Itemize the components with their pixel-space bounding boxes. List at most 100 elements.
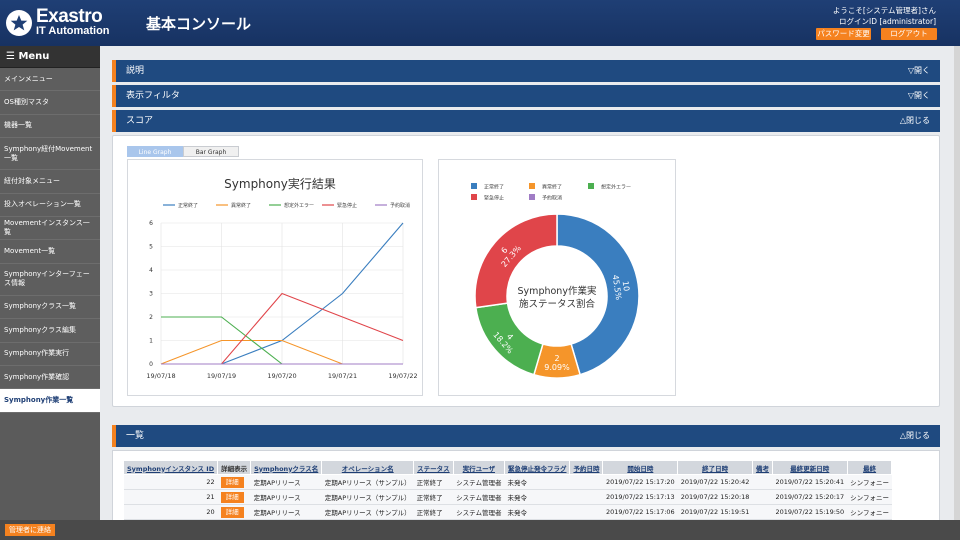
donut-slice-label-1: 29.09% bbox=[544, 354, 570, 372]
col-reserved-at[interactable]: 予約日時 bbox=[569, 460, 604, 475]
logout-button[interactable]: ログアウト bbox=[881, 28, 937, 40]
cell-detail: 詳細 bbox=[217, 474, 251, 490]
cell-note bbox=[752, 489, 773, 505]
col-last[interactable]: 最終 bbox=[846, 460, 893, 475]
col-note[interactable]: 備考 bbox=[751, 460, 773, 475]
sidebar-item-symphony-execute[interactable]: Symphony作業実行 bbox=[0, 342, 100, 366]
donut-center-title-line1: Symphony作業実 bbox=[518, 285, 597, 297]
slice-value: 10 bbox=[621, 280, 631, 291]
tab-bar-graph[interactable]: Bar Graph bbox=[183, 146, 239, 157]
section-score-toggle[interactable]: △閉じる bbox=[899, 116, 930, 125]
pie-legend-swatch-1 bbox=[529, 183, 535, 189]
cell-operation-name: 定期APリリース（サンプル） bbox=[321, 504, 414, 520]
sidebar-item-main-menu[interactable]: メインメニュー bbox=[0, 68, 100, 92]
tab-line-graph[interactable]: Line Graph bbox=[127, 146, 183, 157]
section-score-bar[interactable]: スコア △閉じる bbox=[112, 110, 940, 132]
sidebar-item-movements[interactable]: Movement一覧 bbox=[0, 240, 100, 264]
contact-admin-button[interactable]: 管理者に連絡 bbox=[5, 524, 55, 536]
table-row: 20 詳細 定期APリリース 定期APリリース（サンプル） 正常終了 システム管理者 未発令… bbox=[123, 504, 892, 520]
cell-instance-id: 21 bbox=[123, 489, 218, 505]
col-start-at[interactable]: 開始日時 bbox=[602, 460, 679, 475]
cell-reserved-at bbox=[569, 504, 603, 520]
sidebar-item-symphony-class-edit[interactable]: Symphonyクラス編集 bbox=[0, 319, 100, 343]
cell-status: 正常終了 bbox=[413, 474, 454, 490]
x-tick-label: 19/07/20 bbox=[267, 372, 296, 380]
detail-button[interactable]: 詳細 bbox=[220, 506, 244, 518]
col-detail: 詳細表示 bbox=[217, 460, 252, 475]
page-scrollbar[interactable] bbox=[954, 46, 960, 520]
cell-status: 正常終了 bbox=[413, 504, 454, 520]
pie-legend-swatch-4 bbox=[529, 194, 535, 200]
x-tick-label: 19/07/19 bbox=[207, 372, 236, 380]
sidebar-item-symphony-interface[interactable]: Symphonyインターフェース情報 bbox=[0, 263, 100, 296]
pie-legend-label-3: 緊急停止 bbox=[484, 195, 504, 202]
section-list-toggle[interactable]: △閉じる bbox=[899, 431, 930, 440]
section-description-bar[interactable]: 説明 ▽開く bbox=[112, 60, 940, 82]
pie-legend-label-1: 異常終了 bbox=[542, 184, 562, 191]
table-row: 21 詳細 定期APリリース 定期APリリース（サンプル） 正常終了 システム管理者 未発令… bbox=[123, 489, 892, 505]
pie-legend-label-2: 想定外エラー bbox=[601, 184, 631, 191]
cell-emergency-flag: 未発令 bbox=[504, 474, 570, 490]
col-status[interactable]: ステータス bbox=[413, 460, 454, 475]
y-tick-label: 6 bbox=[149, 220, 153, 227]
sidebar-item-symphony-list[interactable]: Symphony作業一覧 bbox=[0, 389, 100, 413]
y-tick-label: 5 bbox=[149, 244, 153, 251]
graph-tabs: Line Graph Bar Graph bbox=[127, 146, 239, 157]
table-row: 22 詳細 定期APリリース 定期APリリース（サンプル） 正常終了 システム管理者 未発令… bbox=[123, 474, 892, 490]
table-header-row: Symphonyインスタンス ID 詳細表示 Symphonyクラス名 オペレー… bbox=[122, 460, 893, 475]
donut-center-title-line2: 施ステータス割合 bbox=[519, 298, 596, 310]
col-updated-at[interactable]: 最終更新日時 bbox=[771, 460, 848, 475]
cell-class-name: 定期APリリース bbox=[250, 474, 322, 490]
menu-title[interactable]: ☰ Menu bbox=[0, 46, 100, 68]
section-description-toggle[interactable]: ▽開く bbox=[907, 66, 930, 75]
cell-detail: 詳細 bbox=[217, 489, 251, 505]
section-list-title: 一覧 bbox=[126, 431, 145, 441]
col-end-at[interactable]: 終了日時 bbox=[677, 460, 753, 475]
col-user[interactable]: 実行ユーザ bbox=[452, 460, 505, 475]
donut-slice-3 bbox=[474, 213, 558, 309]
legend-label-1: 異常終了 bbox=[231, 202, 251, 209]
slice-value: 6 bbox=[499, 246, 509, 256]
cell-updated-at: 2019/07/22 15:20:17 bbox=[772, 489, 848, 505]
col-instance-id[interactable]: Symphonyインスタンス ID bbox=[122, 460, 219, 475]
cell-last: シンフォニー bbox=[847, 504, 892, 520]
sidebar-item-devices[interactable]: 機器一覧 bbox=[0, 114, 100, 139]
sidebar-item-operations[interactable]: 投入オペレーション一覧 bbox=[0, 193, 100, 217]
x-tick-label: 19/07/22 bbox=[388, 372, 417, 380]
exastro-logo[interactable]: Exastro IT Automation bbox=[6, 6, 131, 40]
slice-value: 2 bbox=[554, 354, 559, 363]
cell-start-at: 2019/07/22 15:17:13 bbox=[602, 489, 678, 505]
cell-updated-at: 2019/07/22 15:20:41 bbox=[772, 474, 848, 490]
console-title: 基本コンソール bbox=[146, 15, 252, 33]
detail-button[interactable]: 詳細 bbox=[220, 491, 244, 503]
logo-subtitle: IT Automation bbox=[36, 25, 110, 37]
section-filter-bar[interactable]: 表示フィルタ ▽開く bbox=[112, 85, 940, 107]
sidebar-item-symphony-movement[interactable]: Symphony紐付Movement一覧 bbox=[0, 138, 100, 171]
list-section: 一覧 △閉じる bbox=[112, 425, 940, 450]
cell-user: システム管理者 bbox=[453, 489, 505, 505]
cell-reserved-at bbox=[569, 474, 603, 490]
section-filter-toggle[interactable]: ▽開く bbox=[907, 91, 930, 100]
sidebar-item-linked-menu[interactable]: 紐付対象メニュー bbox=[0, 170, 100, 194]
col-emergency-flag[interactable]: 緊急停止発令フラグ bbox=[503, 460, 571, 475]
cell-detail: 詳細 bbox=[217, 504, 251, 520]
col-operation-name[interactable]: オペレーション名 bbox=[321, 460, 415, 475]
sidebar-item-movement-instances[interactable]: Movementインスタンス一覧 bbox=[0, 216, 100, 241]
cell-emergency-flag: 未発令 bbox=[504, 489, 570, 505]
detail-button[interactable]: 詳細 bbox=[220, 476, 244, 488]
sidebar-item-os-type[interactable]: OS種別マスタ bbox=[0, 91, 100, 115]
section-list-bar[interactable]: 一覧 △閉じる bbox=[112, 425, 940, 447]
password-change-button[interactable]: パスワード変更 bbox=[816, 28, 871, 40]
pie-legend-swatch-2 bbox=[588, 183, 594, 189]
sidebar-item-symphony-confirm[interactable]: Symphony作業確認 bbox=[0, 365, 100, 390]
col-class-name[interactable]: Symphonyクラス名 bbox=[250, 460, 323, 475]
sidebar: ☰ Menu メインメニュー OS種別マスタ 機器一覧 Symphony紐付Mo… bbox=[0, 46, 100, 520]
pie-legend-label-4: 予約取消 bbox=[542, 195, 562, 202]
pie-legend-swatch-3 bbox=[471, 194, 477, 200]
legend-label-0: 正常終了 bbox=[178, 202, 198, 209]
app-header: Exastro IT Automation 基本コンソール ようこそ[システム管… bbox=[0, 0, 960, 46]
sidebar-item-symphony-classes[interactable]: Symphonyクラス一覧 bbox=[0, 295, 100, 320]
slice-percent: 9.09% bbox=[544, 363, 570, 372]
